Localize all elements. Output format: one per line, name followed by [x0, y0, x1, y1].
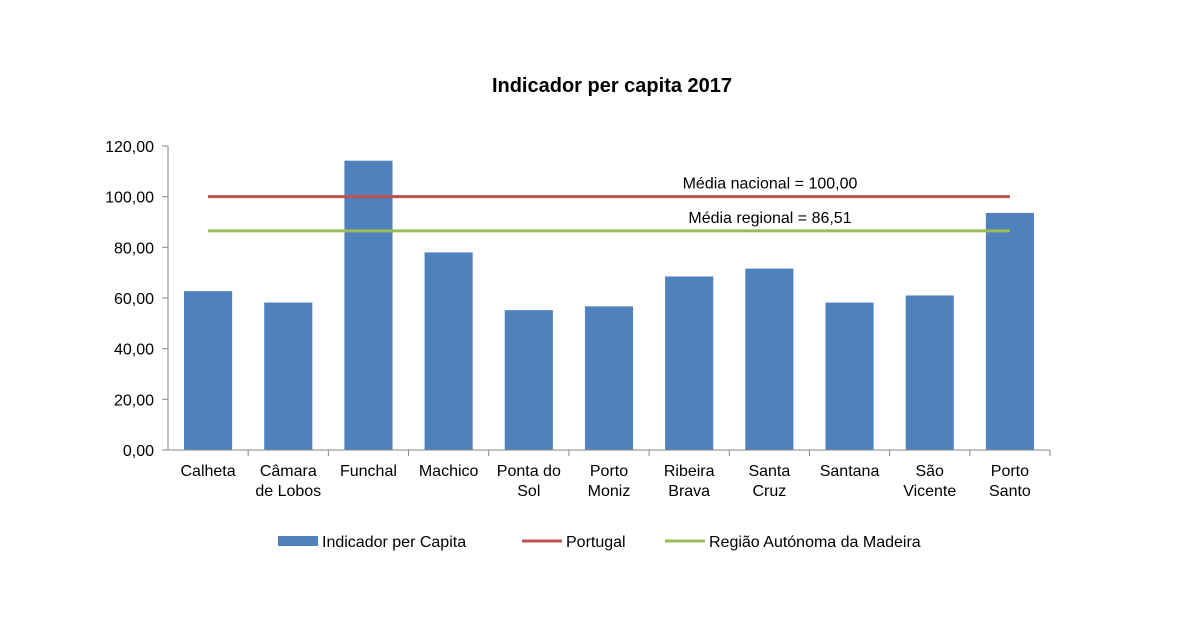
x-tick-label: Vicente	[903, 483, 956, 500]
legend-label: Portugal	[566, 534, 626, 551]
x-tick-label: Porto	[991, 463, 1029, 480]
y-axis: 0,00 20,00 40,00 60,00 80,00 100,00 120,00	[105, 139, 169, 460]
bar	[825, 302, 874, 450]
x-axis: Calheta Câmara de Lobos Funchal Machico Ponta…	[168, 449, 1051, 500]
legend-label: Região Autónoma da Madeira	[709, 534, 921, 551]
bar	[745, 268, 794, 450]
bar	[264, 302, 313, 450]
x-tick-label: Ribeira	[664, 463, 715, 480]
x-tick-label: Santana	[820, 463, 880, 480]
bar	[424, 252, 473, 450]
chart-title: Indicador per capita 2017	[492, 75, 732, 97]
bar	[504, 310, 553, 450]
reference-lines: Média nacional = 100,00 Média regional = …	[208, 176, 1010, 233]
x-tick-label: Cruz	[752, 483, 786, 500]
x-tick-label: Porto	[590, 463, 628, 480]
bar	[344, 160, 393, 450]
x-tick-label: Brava	[668, 483, 710, 500]
x-tick-label: Machico	[419, 463, 479, 480]
bar	[905, 295, 954, 450]
x-tick-label: Câmara	[260, 463, 317, 480]
x-tick-label: São	[915, 463, 944, 480]
y-tick-label: 40,00	[114, 342, 154, 359]
y-tick-label: 100,00	[105, 190, 154, 207]
legend-label: Indicador per Capita	[322, 534, 466, 551]
x-tick-label: Santo	[989, 483, 1031, 500]
reference-line-label: Média nacional = 100,00	[683, 176, 858, 193]
y-tick-label: 120,00	[105, 139, 154, 156]
y-tick-label: 20,00	[114, 392, 154, 409]
bar	[985, 212, 1034, 450]
bar	[665, 276, 714, 450]
legend: Indicador per Capita Portugal Região Autón…	[278, 534, 921, 551]
y-tick-label: 0,00	[123, 443, 154, 460]
y-tick-label: 60,00	[114, 291, 154, 308]
x-tick-label: Calheta	[181, 463, 236, 480]
x-tick-label: Ponta do	[497, 463, 561, 480]
y-tick-label: 80,00	[114, 240, 154, 257]
x-tick-label: de Lobos	[255, 483, 321, 500]
x-tick-label: Moniz	[588, 483, 631, 500]
x-tick-label: Funchal	[340, 463, 397, 480]
bar	[184, 291, 233, 450]
bar-series	[184, 160, 1034, 450]
x-tick-label: Sol	[517, 483, 540, 500]
x-tick-label: Santa	[748, 463, 790, 480]
bar	[584, 306, 634, 450]
legend-swatch-bar	[278, 536, 318, 546]
reference-line-label: Média regional = 86,51	[688, 210, 851, 227]
